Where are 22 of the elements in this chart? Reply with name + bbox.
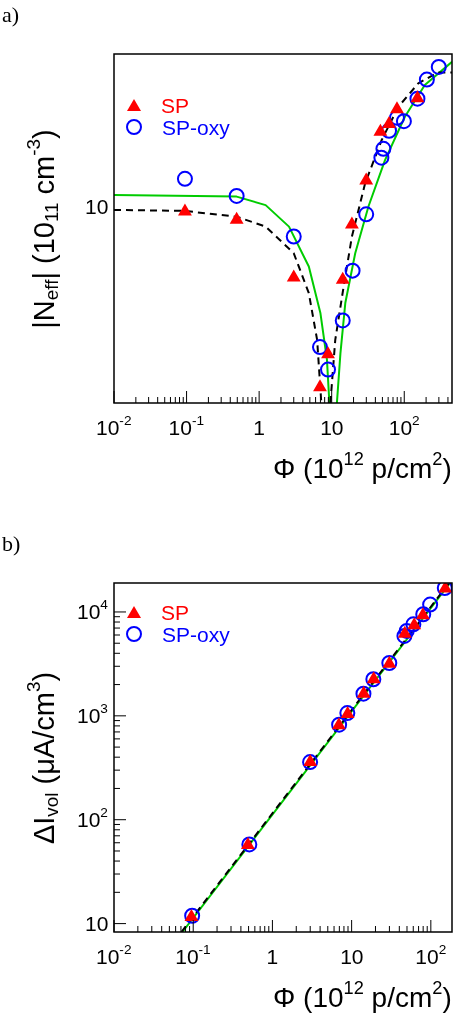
legend-label: SP-oxy (162, 622, 230, 646)
legend-label: SP (161, 93, 190, 117)
chart-title: b) (2, 531, 21, 556)
chart-title: a) (2, 2, 20, 27)
x-tick-label: 10 (320, 416, 344, 439)
x-axis-title: Φ (10$^{12}$ p/cm$^{2}$) (273, 449, 452, 484)
x-tick-label: 10$^{-1}$ (175, 942, 211, 968)
x-tick-label: 1 (253, 416, 265, 439)
x-tick-label: 1 (266, 945, 279, 968)
x-tick-label: 10$^{2}$ (415, 942, 447, 968)
y-tick-label: 10$^{3}$ (77, 701, 108, 728)
x-tick-label: 10$^{-2}$ (96, 942, 132, 968)
legend-label: SP (161, 600, 190, 624)
x-tick-label: 10$^{-2}$ (96, 413, 132, 439)
legend-label: SP-oxy (162, 115, 230, 139)
y-tick-label: 10$^{2}$ (77, 805, 108, 832)
x-axis-title: Φ (10$^{12}$ p/cm$^{2}$) (273, 978, 452, 1013)
x-tick-label: 10$^{-1}$ (168, 413, 205, 439)
x-tick-label: 10$^{2}$ (388, 413, 420, 439)
x-tick-label: 10 (340, 945, 364, 968)
y-tick-label: 10 (85, 912, 109, 936)
y-tick-label: 10$^{4}$ (77, 597, 108, 624)
